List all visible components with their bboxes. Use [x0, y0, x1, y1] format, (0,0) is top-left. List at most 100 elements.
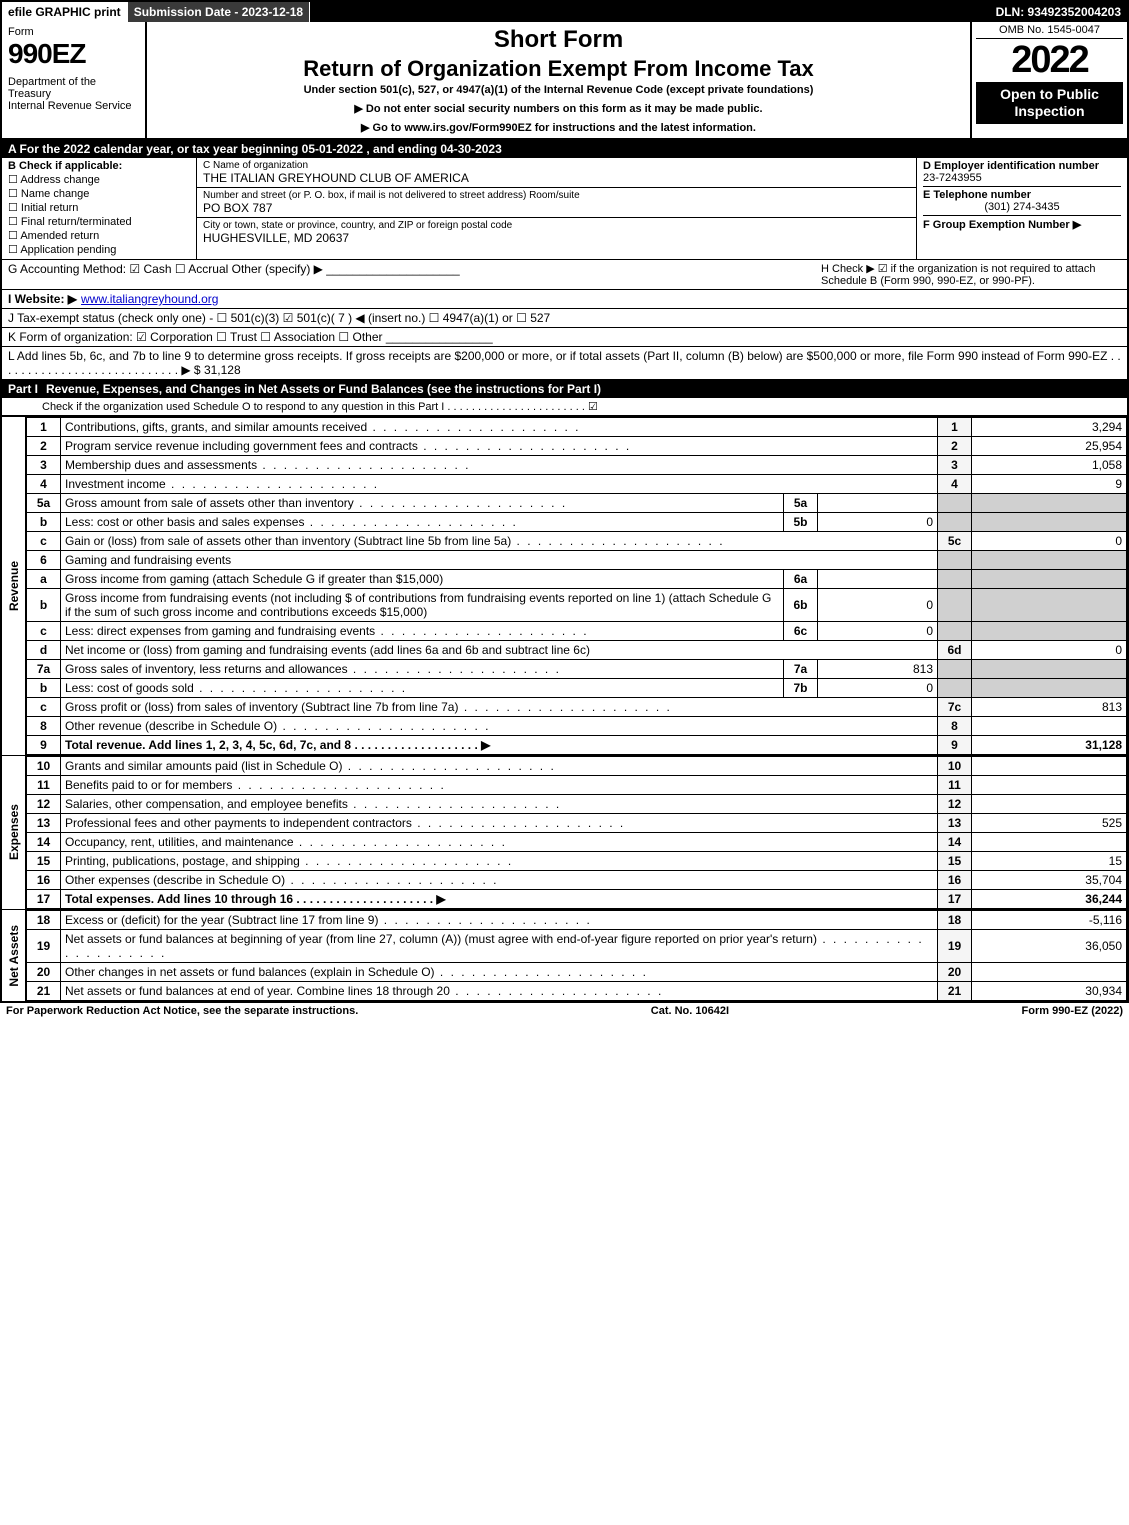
net-assets-vlabel: Net Assets — [5, 917, 23, 995]
line-5c-ref: 5c — [938, 532, 972, 551]
line-11-num: 11 — [27, 776, 61, 795]
line-18-num: 18 — [27, 911, 61, 930]
line-6b: bGross income from fundraising events (n… — [27, 589, 1127, 622]
line-18: 18Excess or (deficit) for the year (Subt… — [27, 911, 1127, 930]
line-3-amt: 1,058 — [972, 456, 1127, 475]
line-7b: bLess: cost of goods sold7b0 — [27, 679, 1127, 698]
line-7a-sub: 7a — [784, 660, 818, 679]
line-13: 13Professional fees and other payments t… — [27, 814, 1127, 833]
line-1-amt: 3,294 — [972, 418, 1127, 437]
line-15-desc: Printing, publications, postage, and shi… — [61, 852, 938, 871]
line-11: 11Benefits paid to or for members11 — [27, 776, 1127, 795]
line-5b-subval: 0 — [818, 513, 938, 532]
line-7b-sub: 7b — [784, 679, 818, 698]
line-5c-amt: 0 — [972, 532, 1127, 551]
public-inspection-badge: Open to Public Inspection — [976, 82, 1123, 124]
line-13-ref: 13 — [938, 814, 972, 833]
line-18-desc: Excess or (deficit) for the year (Subtra… — [61, 911, 938, 930]
line-6c-sub: 6c — [784, 622, 818, 641]
line-2-desc: Program service revenue including govern… — [61, 437, 938, 456]
line-6b-ref — [938, 589, 972, 622]
line-12-amt — [972, 795, 1127, 814]
line-6a: aGross income from gaming (attach Schedu… — [27, 570, 1127, 589]
line-7a-subval: 813 — [818, 660, 938, 679]
department-label: Department of the Treasury Internal Reve… — [8, 76, 139, 112]
line-8-ref: 8 — [938, 717, 972, 736]
line-4: 4Investment income49 — [27, 475, 1127, 494]
line-15-amt: 15 — [972, 852, 1127, 871]
part-i-schedule-o-check: Check if the organization used Schedule … — [2, 398, 1127, 416]
part-i-description: Revenue, Expenses, and Changes in Net As… — [46, 382, 601, 396]
line-2-num: 2 — [27, 437, 61, 456]
line-17-desc: Total expenses. Add lines 10 through 16 … — [61, 890, 938, 909]
chk-final-return[interactable]: Final return/terminated — [8, 215, 190, 228]
line-10-desc: Grants and similar amounts paid (list in… — [61, 757, 938, 776]
line-20-desc: Other changes in net assets or fund bala… — [61, 963, 938, 982]
expenses-table: 10Grants and similar amounts paid (list … — [26, 756, 1127, 909]
line-20-ref: 20 — [938, 963, 972, 982]
top-bar: efile GRAPHIC print Submission Date - 20… — [2, 2, 1127, 22]
line-6c-ref — [938, 622, 972, 641]
line-15-ref: 15 — [938, 852, 972, 871]
ein-value: 23-7243955 — [923, 172, 1121, 184]
line-1: 1Contributions, gifts, grants, and simil… — [27, 418, 1127, 437]
line-7a-amt — [972, 660, 1127, 679]
line-19-amt: 36,050 — [972, 930, 1127, 963]
line-10-amt — [972, 757, 1127, 776]
expenses-vlabel: Expenses — [5, 796, 23, 868]
line-6a-num: a — [27, 570, 61, 589]
line-5a-sub: 5a — [784, 494, 818, 513]
chk-amended-return[interactable]: Amended return — [8, 229, 190, 242]
section-bcd: B Check if applicable: Address change Na… — [2, 158, 1127, 260]
efile-print-label: efile GRAPHIC print — [2, 2, 128, 22]
row-j: J Tax-exempt status (check only one) - ☐… — [2, 309, 1127, 328]
revenue-section: Revenue 1Contributions, gifts, grants, a… — [2, 416, 1127, 755]
form-of-organization: K Form of organization: ☑ Corporation ☐ … — [8, 330, 493, 344]
submission-date: Submission Date - 2023-12-18 — [128, 2, 310, 22]
form-subtitle: Under section 501(c), 527, or 4947(a)(1)… — [155, 84, 962, 96]
chk-application-pending[interactable]: Application pending — [8, 243, 190, 256]
line-6a-amt — [972, 570, 1127, 589]
row-g-h: G Accounting Method: ☑ Cash ☐ Accrual Ot… — [2, 260, 1127, 290]
net-assets-section: Net Assets 18Excess or (deficit) for the… — [2, 909, 1127, 1001]
line-4-amt: 9 — [972, 475, 1127, 494]
footer-left: For Paperwork Reduction Act Notice, see … — [6, 1005, 358, 1017]
form-header: Form 990EZ Department of the Treasury In… — [2, 22, 1127, 140]
website-link[interactable]: www.italiangreyhound.org — [81, 292, 218, 306]
line-7c-num: c — [27, 698, 61, 717]
line-9-desc: Total revenue. Add lines 1, 2, 3, 4, 5c,… — [61, 736, 938, 755]
chk-name-change[interactable]: Name change — [8, 187, 190, 200]
line-20-amt — [972, 963, 1127, 982]
line-6c-amt — [972, 622, 1127, 641]
line-10: 10Grants and similar amounts paid (list … — [27, 757, 1127, 776]
line-3-ref: 3 — [938, 456, 972, 475]
line-15: 15Printing, publications, postage, and s… — [27, 852, 1127, 871]
line-21: 21Net assets or fund balances at end of … — [27, 982, 1127, 1001]
form-container: efile GRAPHIC print Submission Date - 20… — [0, 0, 1129, 1003]
line-13-amt: 525 — [972, 814, 1127, 833]
line-14-ref: 14 — [938, 833, 972, 852]
line-19: 19Net assets or fund balances at beginni… — [27, 930, 1127, 963]
chk-address-change[interactable]: Address change — [8, 173, 190, 186]
line-5b-amt — [972, 513, 1127, 532]
street-value: PO BOX 787 — [203, 201, 910, 215]
line-7b-subval: 0 — [818, 679, 938, 698]
line-5b-sub: 5b — [784, 513, 818, 532]
line-18-ref: 18 — [938, 911, 972, 930]
line-3: 3Membership dues and assessments31,058 — [27, 456, 1127, 475]
city-label: City or town, state or province, country… — [203, 220, 910, 231]
omb-number: OMB No. 1545-0047 — [976, 24, 1123, 39]
tax-year: 2022 — [976, 39, 1123, 82]
header-center: Short Form Return of Organization Exempt… — [147, 22, 972, 138]
line-6b-desc: Gross income from fundraising events (no… — [61, 589, 784, 622]
line-13-desc: Professional fees and other payments to … — [61, 814, 938, 833]
line-9-amt: 31,128 — [972, 736, 1127, 755]
public-warning: ▶ Do not enter social security numbers o… — [155, 102, 962, 115]
section-c: C Name of organization THE ITALIAN GREYH… — [197, 158, 917, 259]
line-10-ref: 10 — [938, 757, 972, 776]
line-17-amt: 36,244 — [972, 890, 1127, 909]
line-6b-subval: 0 — [818, 589, 938, 622]
line-11-amt — [972, 776, 1127, 795]
city-value: HUGHESVILLE, MD 20637 — [203, 231, 910, 245]
chk-initial-return[interactable]: Initial return — [8, 201, 190, 214]
